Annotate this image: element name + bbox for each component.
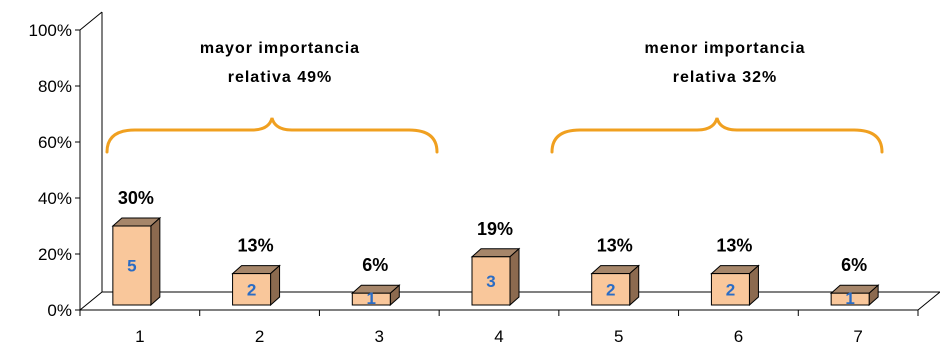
bracket-1 [105, 117, 439, 154]
floor [78, 291, 940, 311]
bar-count-label: 1 [845, 289, 854, 308]
bar [471, 256, 511, 306]
bar-value-label: 6% [362, 255, 388, 275]
y-tick-label: 40% [38, 189, 72, 208]
bar-group: 2 13% [710, 236, 760, 307]
bar [830, 292, 870, 306]
bars: 5 30% 2 13% 1 6% 3 19% 2 13% 2 13% 1 6% [111, 188, 880, 308]
y-axis [79, 11, 103, 310]
y-tick-label: 20% [38, 245, 72, 264]
annotation-line-2: relativa 49% [228, 69, 333, 86]
bar [232, 273, 272, 306]
bracket-2 [550, 117, 884, 154]
bar-value-label: 19% [477, 219, 513, 239]
y-ticks: 0% 20% 40% 60% 80% 100% [29, 21, 80, 320]
bar-value-label: 13% [597, 236, 633, 256]
bar-group: 2 13% [231, 236, 281, 307]
bar-group: 2 13% [590, 236, 641, 307]
bar [112, 225, 152, 306]
x-tick-label: 6 [734, 327, 743, 346]
y-tick-label: 100% [29, 21, 72, 40]
y-tick-label: 0% [47, 301, 72, 320]
y-tick-label: 60% [38, 133, 72, 152]
bar-count-label: 2 [726, 280, 735, 299]
bar-count-label: 5 [127, 257, 136, 276]
bar [591, 273, 631, 306]
bar-side [150, 216, 161, 307]
bar-value-label: 6% [841, 255, 867, 275]
bar-count-label: 3 [486, 272, 495, 291]
x-ticks: 1 2 3 4 5 6 7 [79, 310, 919, 346]
bar-value-label: 30% [118, 188, 154, 208]
x-tick-label: 1 [135, 327, 144, 346]
back-wall-top-link [79, 11, 103, 31]
x-tick-label: 2 [255, 327, 264, 346]
bar [710, 273, 750, 306]
annotation-line-1: mayor importancia [200, 40, 360, 57]
x-tick-label: 5 [614, 327, 623, 346]
annotation-line-1: menor importancia [644, 40, 805, 57]
bar-value-label: 13% [716, 236, 752, 256]
x-tick-label: 3 [375, 327, 384, 346]
bar-group: 1 6% [829, 255, 880, 308]
y-tick-label: 80% [38, 77, 72, 96]
x-tick-label: 4 [494, 327, 503, 346]
bar-group: 5 30% [111, 188, 162, 307]
bar-count-label: 2 [606, 280, 615, 299]
bar-group: 1 6% [350, 255, 401, 308]
annotation-line-2: relativa 32% [673, 69, 778, 86]
annotations: mayor importancia relativa 49% menor impor… [105, 40, 884, 154]
bar-count-label: 1 [367, 289, 376, 308]
bar-group: 3 19% [470, 219, 521, 307]
bar-count-label: 2 [247, 280, 256, 299]
bar [351, 292, 391, 306]
bar-value-label: 13% [238, 236, 274, 256]
x-tick-label: 7 [853, 327, 862, 346]
bar-side [509, 247, 520, 307]
floor-plane [78, 291, 940, 311]
